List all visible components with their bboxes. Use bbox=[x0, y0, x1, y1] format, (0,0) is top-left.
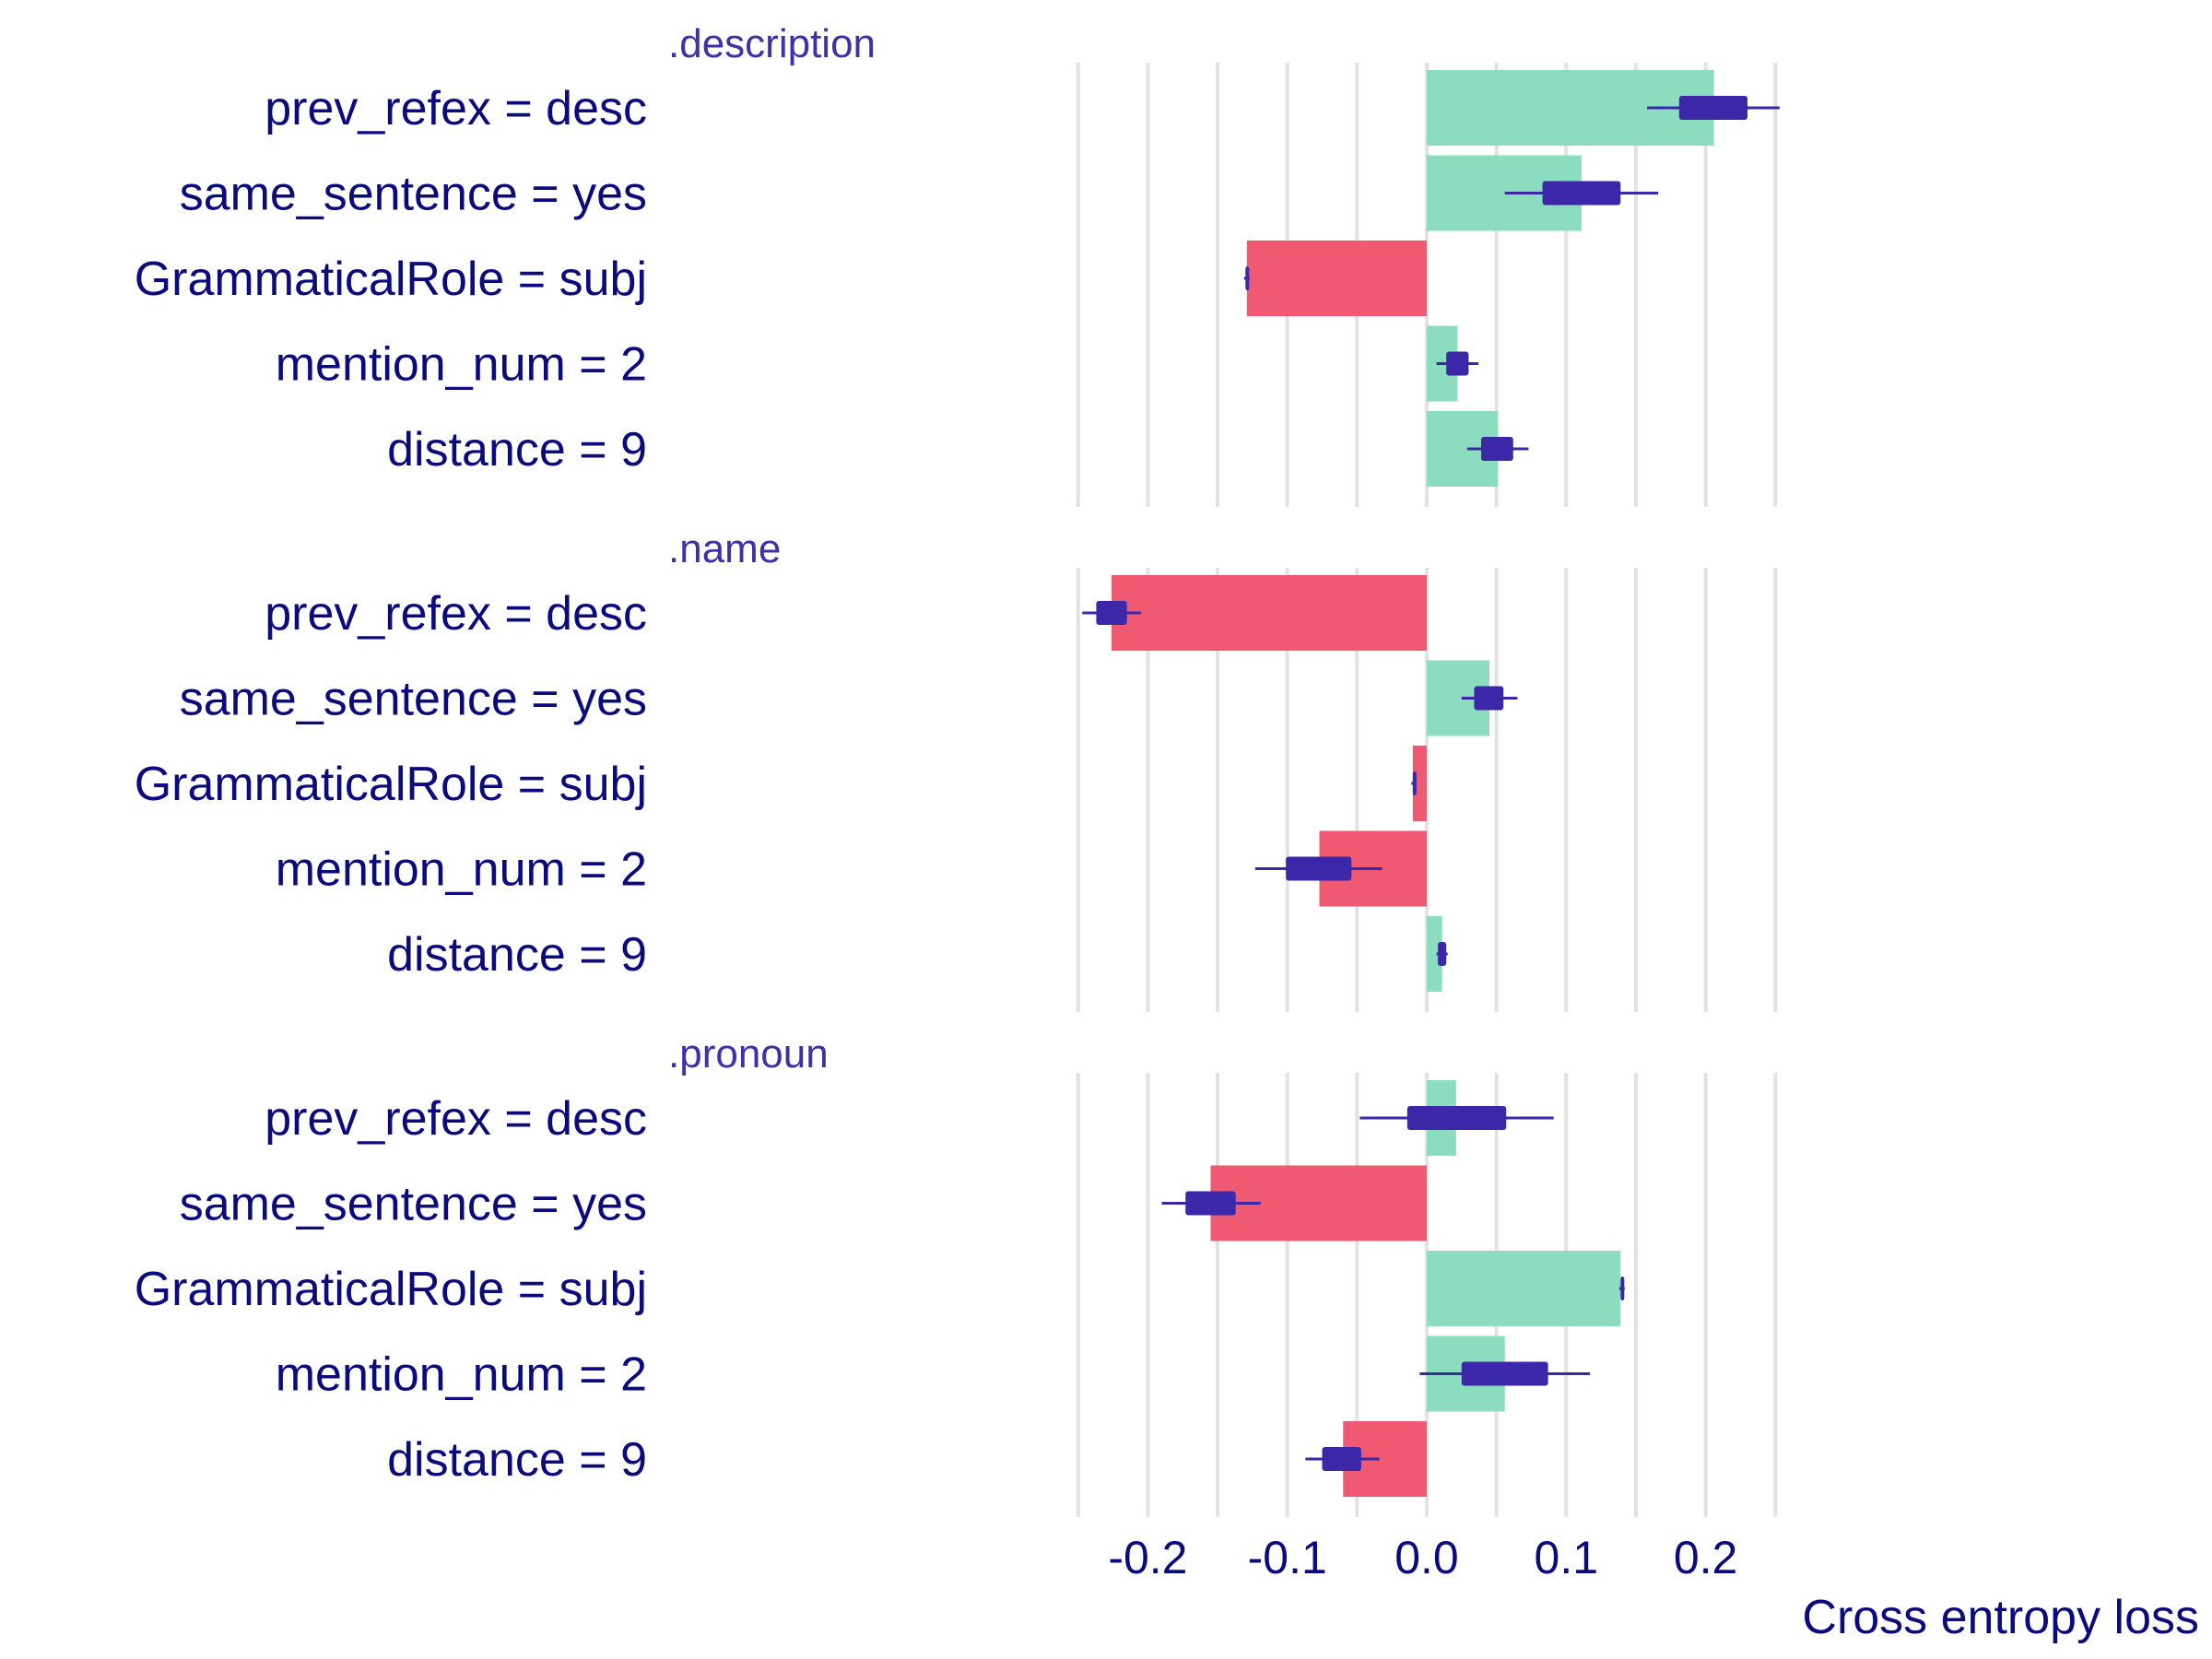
feature-label: GrammaticalRole = subj bbox=[135, 253, 647, 306]
importance-bar bbox=[1246, 241, 1427, 316]
panel-title: .description bbox=[668, 21, 876, 66]
feature-label: distance = 9 bbox=[387, 928, 647, 982]
boxplot-box bbox=[1474, 686, 1504, 711]
importance-bar bbox=[1412, 746, 1427, 821]
x-tick-label: 0.2 bbox=[1674, 1532, 1738, 1583]
feature-label: prev_refex = desc bbox=[265, 82, 647, 135]
boxplot-box bbox=[1412, 771, 1417, 795]
boxplot-box bbox=[1461, 1361, 1548, 1386]
panels-layer: .description prev_refex = desc same_senten… bbox=[135, 21, 1780, 1497]
x-tick-label: 0.0 bbox=[1394, 1532, 1459, 1583]
panel-title: .pronoun bbox=[668, 1031, 829, 1077]
boxplot-box bbox=[1406, 1106, 1507, 1130]
x-tick-label: -0.1 bbox=[1248, 1532, 1327, 1583]
panel-title: .name bbox=[668, 526, 781, 571]
feature-label: distance = 9 bbox=[387, 423, 647, 477]
boxplot-box bbox=[1438, 942, 1447, 966]
importance-bar bbox=[1427, 1251, 1621, 1326]
feature-label: same_sentence = yes bbox=[180, 673, 647, 726]
boxplot-box bbox=[1542, 181, 1621, 206]
panel-pronoun: .pronoun prev_refex = desc same_sentence =… bbox=[135, 1031, 1625, 1497]
feature-label: GrammaticalRole = subj bbox=[135, 758, 647, 811]
feature-label: same_sentence = yes bbox=[180, 1178, 647, 1231]
feature-label: same_sentence = yes bbox=[180, 168, 647, 221]
boxplot-box bbox=[1096, 601, 1127, 625]
feature-label: mention_num = 2 bbox=[276, 338, 647, 392]
feature-label: prev_refex = desc bbox=[265, 1092, 647, 1146]
boxplot-box bbox=[1678, 96, 1747, 120]
boxplot-box bbox=[1620, 1277, 1625, 1300]
feature-label: GrammaticalRole = subj bbox=[135, 1263, 647, 1316]
feature-label: mention_num = 2 bbox=[276, 843, 647, 897]
x-axis: -0.2 -0.1 0.0 0.1 0.2 Cross entropy loss bbox=[1108, 1532, 2199, 1644]
feature-label: prev_refex = desc bbox=[265, 587, 647, 641]
importance-bar bbox=[1427, 916, 1442, 992]
x-tick-label: 0.1 bbox=[1535, 1532, 1599, 1583]
importance-bar bbox=[1112, 575, 1427, 651]
x-tick-label: -0.2 bbox=[1108, 1532, 1187, 1583]
panel-name: .name prev_refex = desc same_sentence = ye… bbox=[135, 526, 1518, 992]
boxplot-box bbox=[1185, 1191, 1236, 1216]
boxplot-box bbox=[1481, 437, 1513, 461]
panel-description: .description prev_refex = desc same_senten… bbox=[135, 21, 1780, 487]
boxplot-box bbox=[1286, 856, 1352, 881]
boxplot-box bbox=[1322, 1447, 1361, 1471]
boxplot-box bbox=[1245, 266, 1250, 290]
x-axis-title: Cross entropy loss bbox=[1802, 1591, 2199, 1644]
feature-label: mention_num = 2 bbox=[276, 1348, 647, 1402]
boxplot-box bbox=[1446, 351, 1469, 376]
feature-label: distance = 9 bbox=[387, 1433, 647, 1487]
